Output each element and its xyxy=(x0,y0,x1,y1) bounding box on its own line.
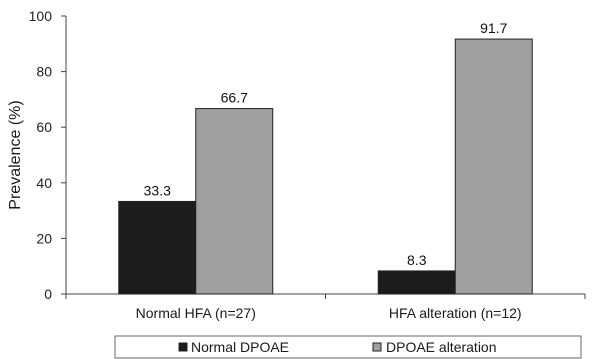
bar-value-label: 66.7 xyxy=(221,90,248,106)
bar-normal-dpoae xyxy=(377,270,456,295)
y-axis-title: Prevalence (%) xyxy=(7,100,24,209)
y-tick-label: 0 xyxy=(44,286,52,302)
legend-box xyxy=(114,335,582,359)
x-category-label: Normal HFA (n=27) xyxy=(136,305,256,321)
legend-label: DPOAE alteration xyxy=(386,339,497,355)
bar-value-label: 91.7 xyxy=(480,20,507,36)
bar-dpoae-alteration xyxy=(454,38,533,295)
legend-swatch xyxy=(178,342,188,352)
y-tick-label: 20 xyxy=(36,230,52,246)
y-tick-label: 40 xyxy=(36,175,52,191)
legend-label: Normal DPOAE xyxy=(191,339,289,355)
y-axis: 0 20 40 60 80 100 xyxy=(29,8,67,302)
bar-value-label: 33.3 xyxy=(144,182,171,198)
y-tick-label: 80 xyxy=(36,64,52,80)
x-category-label: HFA alteration (n=12) xyxy=(389,305,522,321)
y-tick-label: 60 xyxy=(36,119,52,135)
legend: Normal DPOAE DPOAE alteration xyxy=(114,335,582,359)
bar-dpoae-alteration xyxy=(195,108,274,295)
bars: 33.3 66.7 8.3 91.7 xyxy=(118,20,533,295)
legend-swatch xyxy=(372,342,382,352)
bar-normal-dpoae xyxy=(118,200,197,295)
y-tick-label: 100 xyxy=(29,8,53,24)
bar-value-label: 8.3 xyxy=(407,252,427,268)
x-axis: Normal HFA (n=27) HFA alteration (n=12) xyxy=(65,293,586,321)
